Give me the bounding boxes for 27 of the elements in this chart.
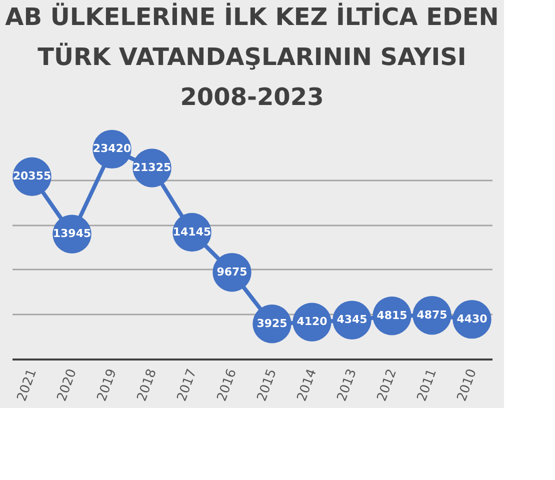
x-tick-label: 2017 — [174, 367, 200, 404]
x-tick-label: 2018 — [134, 367, 160, 404]
x-tick-label: 2016 — [214, 367, 240, 404]
data-label: 21325 — [132, 160, 172, 174]
data-label: 23420 — [92, 142, 132, 156]
text: 2008-2023 — [180, 82, 324, 111]
x-tick-label: 2012 — [374, 367, 400, 404]
data-label: 4875 — [416, 308, 448, 322]
data-label: 4345 — [336, 313, 368, 326]
x-tick-label: 2011 — [414, 367, 440, 404]
x-tick-label: 2010 — [454, 367, 480, 404]
data-label: 9675 — [216, 265, 248, 278]
x-tick-label: 2021 — [14, 367, 40, 404]
x-tick-label: 2013 — [334, 367, 360, 404]
data-label: 3925 — [256, 316, 288, 330]
data-label: 20355 — [12, 170, 52, 183]
data-label: 4120 — [296, 315, 328, 328]
x-tick-label: 2019 — [94, 367, 120, 404]
data-label: 14145 — [172, 225, 212, 238]
x-tick-label: 2015 — [254, 367, 280, 404]
text: AB ÜLKELERİNE İLK KEZ İLTİCA EDEN — [5, 2, 499, 31]
data-label: 4815 — [376, 308, 408, 322]
data-label: 13945 — [52, 227, 92, 240]
x-tick-label: 2014 — [294, 367, 320, 404]
data-label: 4430 — [456, 312, 488, 326]
x-tick-label: 2020 — [54, 367, 80, 404]
text: TÜRK VATANDAŞLARININ SAYISI — [38, 42, 466, 71]
